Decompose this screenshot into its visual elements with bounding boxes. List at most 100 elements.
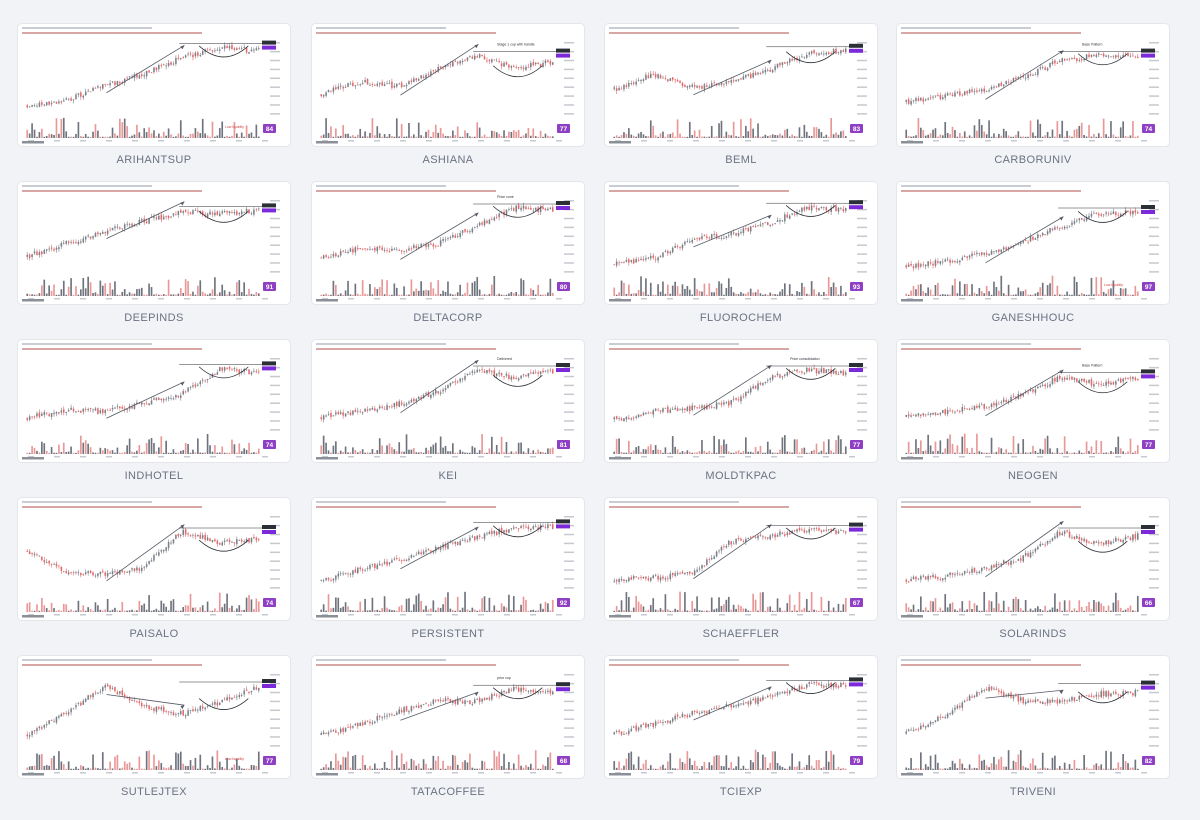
chart-card[interactable]: Stage 1 cup with handle 77 bbox=[312, 24, 584, 146]
candle-body bbox=[65, 98, 67, 100]
volume-bar bbox=[500, 294, 503, 296]
rating-value: 80 bbox=[560, 284, 568, 291]
candle-body bbox=[376, 409, 379, 412]
candle-body bbox=[405, 559, 408, 561]
candle-body bbox=[686, 86, 689, 88]
chart-cell[interactable]: 66 SOLARINDS bbox=[897, 498, 1169, 654]
volume-bar bbox=[551, 599, 554, 612]
candle-body bbox=[642, 79, 645, 82]
chart-card[interactable]: 93 bbox=[605, 182, 877, 304]
volume-bar bbox=[211, 610, 214, 612]
price-axis-tick bbox=[564, 569, 574, 571]
chart-card[interactable]: 66 bbox=[897, 498, 1169, 620]
chart-cell[interactable]: Base Pattern 77 NEOGEN bbox=[897, 340, 1169, 496]
candle-body bbox=[620, 88, 623, 90]
volume-bar bbox=[786, 294, 789, 296]
volume-bar bbox=[1027, 452, 1029, 454]
volume-bar bbox=[1039, 287, 1042, 296]
pivot-price-label bbox=[556, 201, 570, 205]
volume-bar bbox=[671, 436, 674, 454]
candle-body bbox=[1010, 82, 1012, 84]
chart-card[interactable]: Base Pattern 77 bbox=[897, 340, 1169, 462]
chart-cell[interactable]: 67 SCHAEFFLER bbox=[605, 498, 877, 654]
candle-body bbox=[366, 409, 369, 411]
volume-bar bbox=[493, 605, 496, 612]
volume-bar bbox=[97, 130, 99, 138]
candle-body bbox=[197, 534, 199, 537]
volume-bar bbox=[405, 434, 408, 454]
candle-body bbox=[133, 74, 136, 79]
candle-body bbox=[630, 418, 633, 420]
volume-bar bbox=[116, 447, 119, 454]
date-axis-tick bbox=[1037, 140, 1043, 142]
volume-bar bbox=[959, 133, 961, 138]
chart-card[interactable]: 74 bbox=[18, 498, 290, 620]
chart-card[interactable]: 74 bbox=[18, 340, 290, 462]
volume-bar bbox=[1022, 136, 1025, 138]
volume-bar bbox=[361, 610, 364, 612]
volume-bar bbox=[542, 136, 544, 138]
candle-body bbox=[830, 529, 832, 531]
chart-cell[interactable]: 93 FLUOROCHEM bbox=[605, 182, 877, 338]
candle-body bbox=[740, 538, 742, 541]
candle-body bbox=[216, 49, 219, 51]
volume-bar bbox=[713, 609, 715, 612]
candle-body bbox=[87, 408, 89, 410]
chart-cell[interactable]: Base Pattern 74 CARBORUNIV bbox=[897, 24, 1169, 180]
candle-body bbox=[337, 255, 340, 257]
candle-body bbox=[486, 220, 488, 224]
chart-card[interactable]: Low liquidity 97 bbox=[897, 182, 1169, 304]
chart-cell[interactable]: Delivered 81 KEI bbox=[312, 340, 584, 496]
chart-cell[interactable]: 91 DEEPINDS bbox=[18, 182, 290, 338]
candle-body bbox=[961, 573, 964, 576]
chart-card[interactable]: 67 bbox=[605, 498, 877, 620]
pivot-price-label bbox=[849, 522, 863, 527]
volume-bar bbox=[798, 591, 801, 612]
chart-card[interactable]: Base Pattern 74 bbox=[897, 24, 1169, 146]
candle-body bbox=[732, 398, 735, 400]
candle-body bbox=[1022, 241, 1024, 243]
candle-body bbox=[153, 216, 155, 218]
candle-body bbox=[99, 232, 102, 235]
chart-cell[interactable]: Price cone 80 DELTACORP bbox=[312, 182, 584, 338]
chart-card[interactable]: 83 bbox=[605, 24, 877, 146]
chart-cell[interactable]: 74 PAISALO bbox=[18, 498, 290, 654]
volume-bar bbox=[408, 449, 410, 454]
candle-body bbox=[36, 413, 38, 417]
candle-body bbox=[1015, 561, 1017, 563]
chart-cell[interactable]: 83 BEML bbox=[605, 24, 877, 180]
chart-cell[interactable]: Low liquidity 97 GANESHHOUC bbox=[897, 182, 1169, 338]
volume-bar bbox=[949, 134, 951, 138]
candle-body bbox=[60, 410, 63, 413]
chart-card[interactable]: Price consolidation 77 bbox=[605, 340, 877, 462]
chart-card[interactable]: 91 bbox=[18, 182, 290, 304]
volume-bar bbox=[803, 124, 806, 138]
volume-bar bbox=[793, 294, 796, 296]
chart-card[interactable]: 92 bbox=[312, 498, 584, 620]
volume-bar bbox=[730, 135, 733, 138]
volume-bar bbox=[993, 452, 995, 454]
volume-bar bbox=[204, 293, 206, 296]
volume-bar bbox=[383, 134, 386, 138]
candle-body bbox=[374, 247, 376, 251]
chart-cell[interactable]: Low liquidity 84 ARIHANTSUP bbox=[18, 24, 290, 180]
chart-cell[interactable]: Stage 1 cup with handle 77 ASHIANA bbox=[312, 24, 584, 180]
candle-body bbox=[662, 408, 664, 412]
candle-body bbox=[1124, 377, 1127, 379]
volume-bar bbox=[956, 293, 959, 296]
candle-body bbox=[41, 251, 43, 255]
chart-cell[interactable]: Price consolidation 77 MOLDTKPAC bbox=[605, 340, 877, 496]
chart-card[interactable]: Delivered 81 bbox=[312, 340, 584, 462]
chart-cell[interactable]: 92 PERSISTENT bbox=[312, 498, 584, 654]
volume-bar bbox=[413, 291, 415, 296]
volume-bar bbox=[769, 135, 772, 138]
chart-card[interactable]: Low liquidity 84 bbox=[18, 24, 290, 146]
candle-body bbox=[38, 412, 41, 417]
volume-bar bbox=[1136, 291, 1139, 296]
volume-bar bbox=[652, 294, 655, 296]
price-axis-tick bbox=[564, 271, 574, 273]
chart-cell[interactable]: 74 INDHOTEL bbox=[18, 340, 290, 496]
rating-badge bbox=[557, 282, 570, 291]
chart-card[interactable]: Price cone 80 bbox=[312, 182, 584, 304]
